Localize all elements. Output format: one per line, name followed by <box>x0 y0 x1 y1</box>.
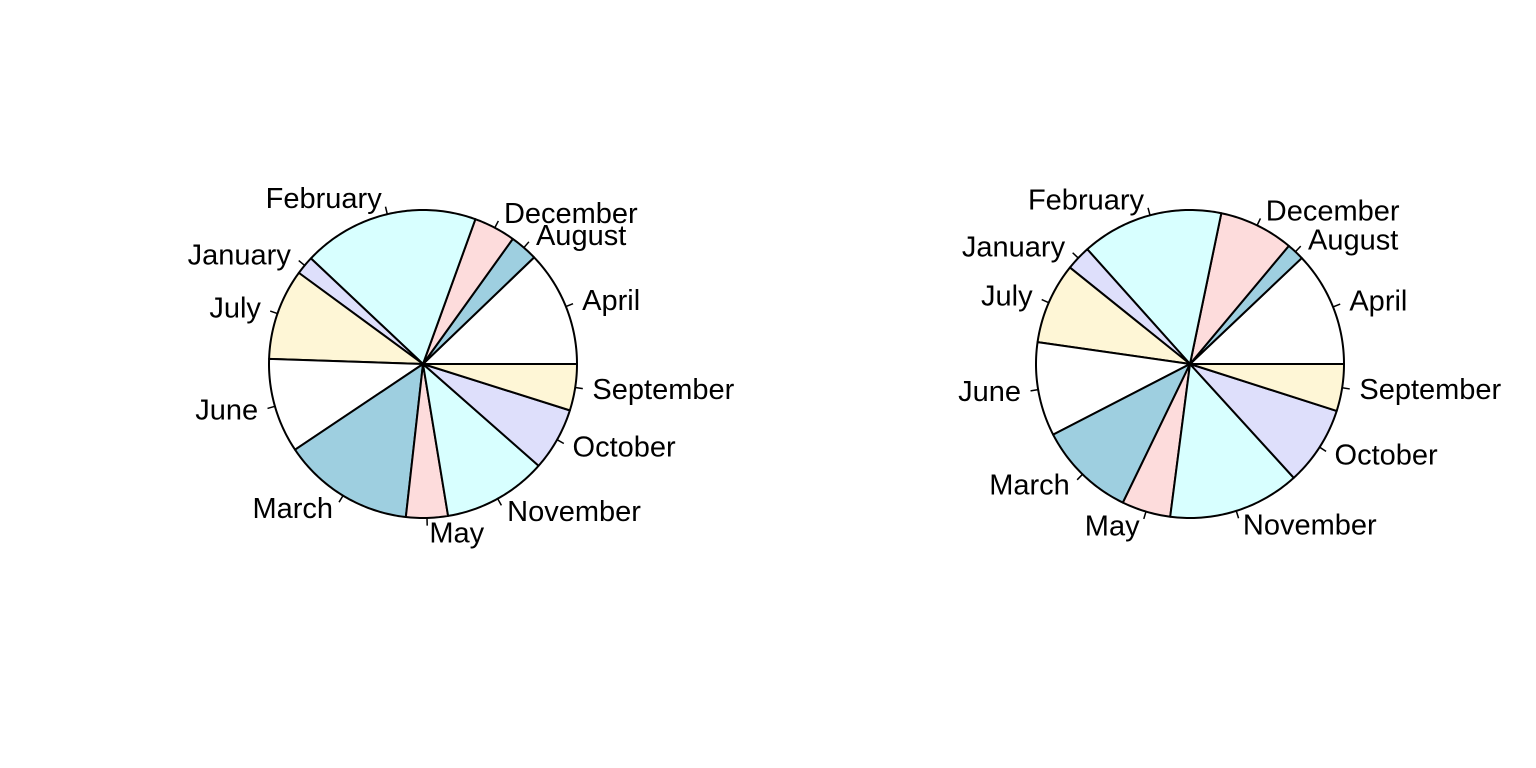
pie-label-january: January <box>962 231 1066 263</box>
pie-slice-march <box>1052 363 1191 504</box>
label-tick-april <box>1332 303 1341 308</box>
pie-label-february: February <box>1028 184 1145 216</box>
pie-label-february: February <box>266 183 383 215</box>
pie-label-september: September <box>592 374 734 406</box>
pie-label-may: May <box>429 517 484 549</box>
label-tick-october <box>1319 446 1327 452</box>
label-tick-november <box>1235 510 1240 519</box>
label-tick-august <box>1294 245 1302 253</box>
label-tick-may <box>1143 511 1147 520</box>
label-tick-july <box>269 310 278 315</box>
label-tick-december <box>1256 218 1262 226</box>
pie-slice-february <box>309 209 477 365</box>
label-tick-june <box>1030 388 1039 392</box>
pie-label-march: March <box>252 493 333 525</box>
label-tick-march <box>1076 473 1084 481</box>
pie-label-april: April <box>1349 285 1407 317</box>
pie-label-april: April <box>582 285 640 317</box>
pie-label-june: June <box>195 395 258 427</box>
pie-label-march: March <box>989 469 1070 501</box>
label-tick-september <box>575 386 583 390</box>
label-tick-january <box>1072 252 1079 259</box>
pie-label-july: July <box>209 293 261 325</box>
pie-slice-april <box>422 256 578 365</box>
pie-label-november: November <box>507 496 641 528</box>
pie-label-may: May <box>1085 510 1140 542</box>
pie-label-december: December <box>504 198 638 230</box>
label-tick-october <box>556 439 565 445</box>
pie-slice-july <box>1036 266 1191 365</box>
label-tick-february <box>1147 207 1151 216</box>
label-tick-august <box>523 241 530 249</box>
label-tick-april <box>565 302 574 308</box>
label-tick-july <box>1041 298 1050 304</box>
label-tick-september <box>1342 386 1350 390</box>
label-tick-february <box>384 206 389 215</box>
pie-label-july: July <box>981 281 1033 313</box>
pie-label-october: October <box>573 431 676 463</box>
pie-label-august: August <box>1308 225 1398 257</box>
label-tick-december <box>494 220 500 229</box>
pie-slice-april <box>1189 257 1345 365</box>
pie-slice-january <box>1068 248 1191 365</box>
pie-label-august: August <box>536 220 626 252</box>
pie-label-january: January <box>188 240 292 272</box>
pie-label-october: October <box>1335 440 1438 472</box>
pie-slice-october <box>422 363 571 467</box>
label-tick-march <box>338 495 344 503</box>
label-tick-june <box>267 405 276 410</box>
pie-label-june: June <box>958 376 1021 408</box>
label-tick-november <box>497 498 503 506</box>
pie-label-september: September <box>1359 374 1501 406</box>
label-tick-january <box>298 259 306 267</box>
pie-slice-july <box>268 271 424 365</box>
pie-label-november: November <box>1243 510 1377 542</box>
pie-label-december: December <box>1266 196 1400 228</box>
